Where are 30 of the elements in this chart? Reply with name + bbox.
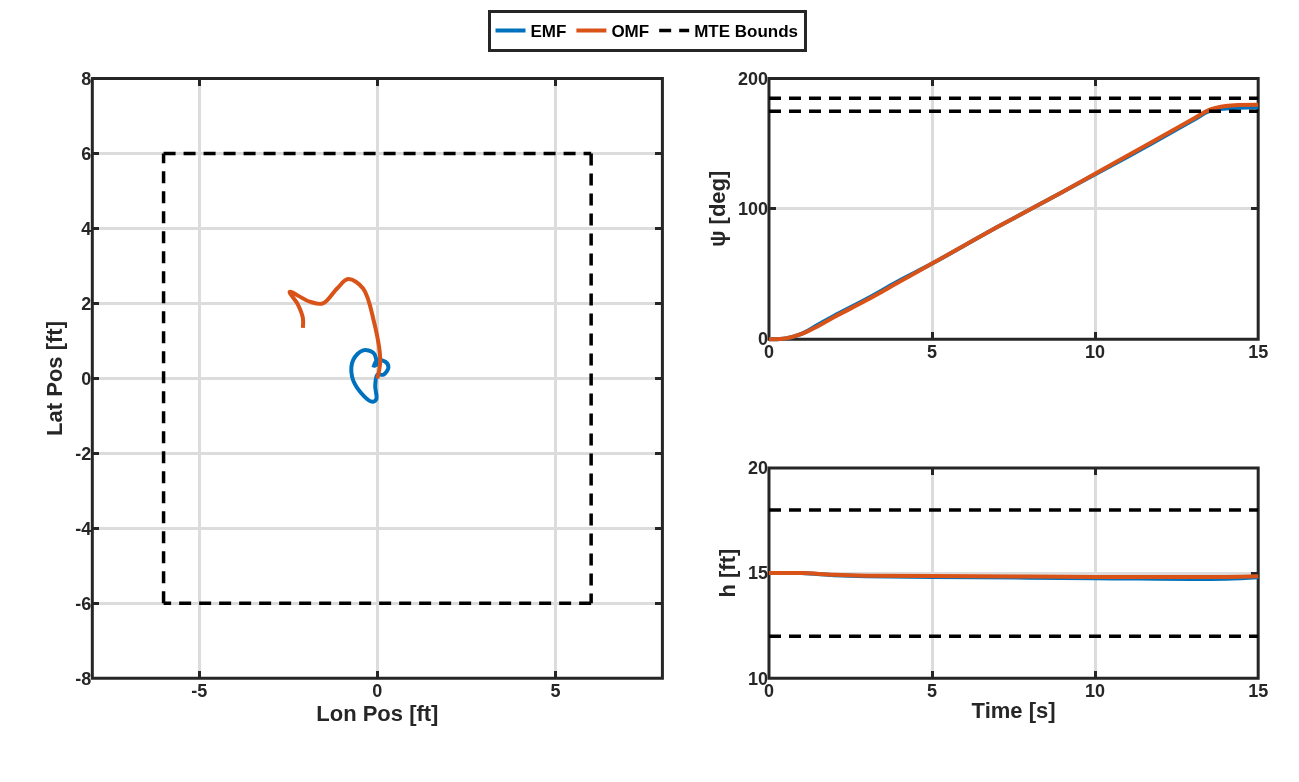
legend-label: EMF xyxy=(530,22,567,42)
x-tick-label: 10 xyxy=(1085,342,1106,363)
y-axis-title: Lat Pos [ft] xyxy=(42,320,68,436)
x-tick-label: 5 xyxy=(550,681,561,702)
y-tick-label: 100 xyxy=(737,199,768,220)
x-tick-label: 15 xyxy=(1248,342,1269,363)
y-tick-label: 4 xyxy=(81,218,92,239)
x-tick-label: 0 xyxy=(372,681,383,702)
y-axis-title: ψ [deg] xyxy=(704,170,730,248)
y-tick-label: 15 xyxy=(747,563,768,584)
y-tick-label: 200 xyxy=(737,68,768,89)
y-tick-label: -2 xyxy=(75,443,92,464)
y-tick-label: 6 xyxy=(81,143,92,164)
y-tick-label: -4 xyxy=(75,518,92,539)
legend-label: OMF xyxy=(611,22,650,42)
y-axis-title: h [ft] xyxy=(714,548,740,598)
x-tick-label: 5 xyxy=(927,342,938,363)
legend-label: MTE Bounds xyxy=(694,22,799,42)
y-tick-label: -8 xyxy=(75,668,92,689)
y-tick-label: 0 xyxy=(81,368,92,389)
x-axis-title: Lon Pos [ft] xyxy=(316,701,439,727)
x-tick-label: 15 xyxy=(1248,681,1269,702)
y-tick-label: 20 xyxy=(747,458,768,479)
y-tick-label: -6 xyxy=(75,593,92,614)
x-tick-label: -5 xyxy=(191,681,208,702)
x-tick-label: 10 xyxy=(1085,681,1106,702)
y-tick-label: 2 xyxy=(81,293,92,314)
x-tick-label: 5 xyxy=(927,681,938,702)
x-axis-title: Time [s] xyxy=(971,698,1056,724)
y-tick-label: 8 xyxy=(81,68,92,89)
